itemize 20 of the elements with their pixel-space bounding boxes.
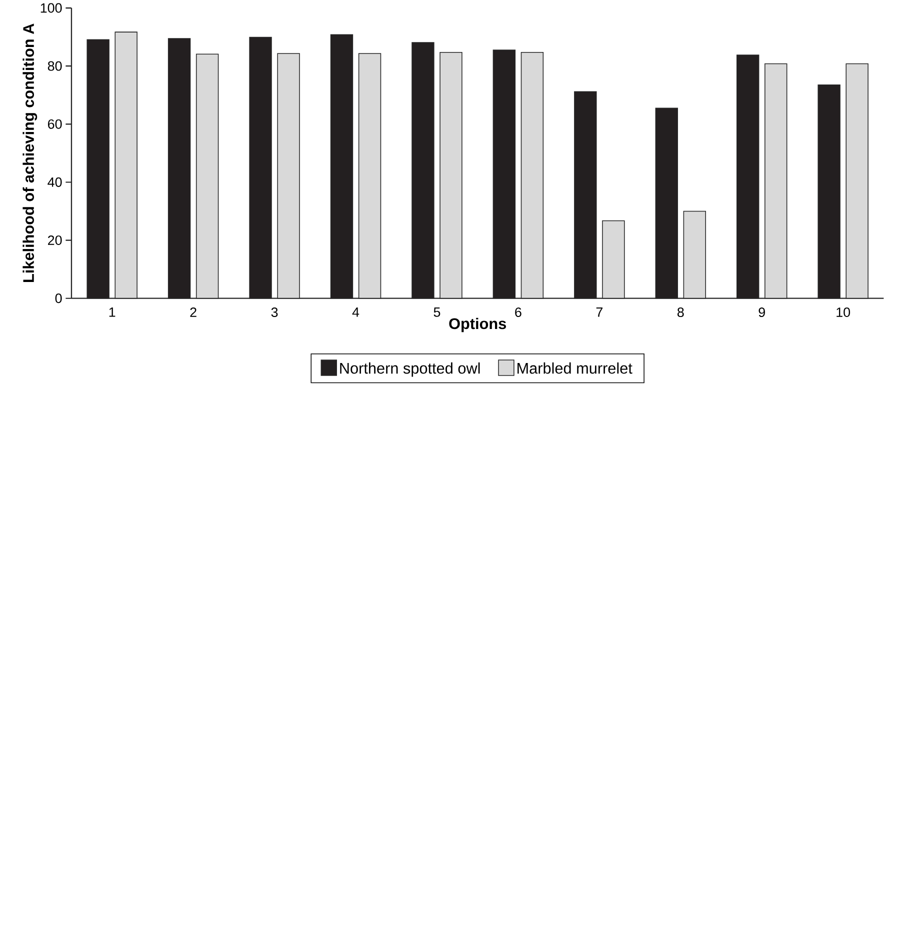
legend-label: Northern spotted owl (340, 362, 480, 377)
x-tick-label: 9 (758, 307, 766, 318)
y-tick-label: 0 (55, 294, 62, 304)
x-tick-label: 10 (836, 307, 850, 318)
y-tick-label: 100 (40, 3, 62, 13)
x-tick-label: 2 (190, 307, 197, 317)
y-tick-label: 40 (48, 177, 62, 187)
x-tick-label: 8 (678, 307, 684, 318)
y-tick-label: 60 (48, 119, 62, 129)
x-tick-label: 6 (515, 307, 522, 318)
x-axis-title: Options (449, 318, 506, 332)
x-tick-label: 1 (109, 308, 116, 317)
x-tick-label: 3 (271, 307, 278, 318)
x-tick-label: 7 (596, 308, 603, 317)
y-tick-label: 80 (48, 61, 62, 71)
y-tick-label: 20 (48, 235, 62, 246)
y-axis-title: Likelihood of achieving condition A (22, 24, 38, 282)
x-tick-label: 4 (352, 308, 360, 317)
legend-label: Marbled murrelet (518, 362, 632, 374)
x-tick-label: 5 (434, 308, 440, 317)
